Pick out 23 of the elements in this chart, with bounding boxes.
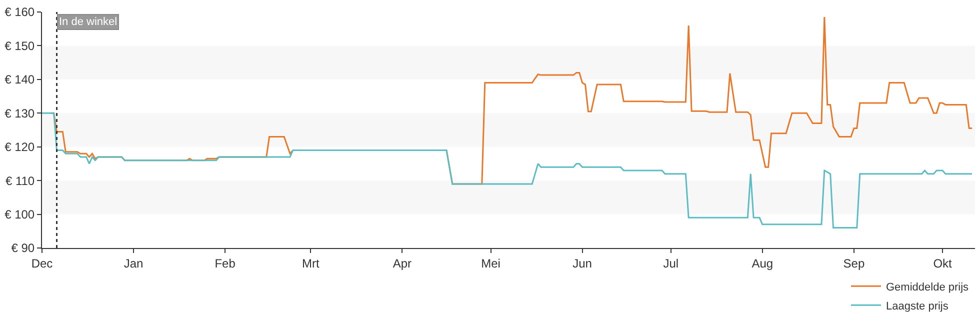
x-tick-label: Mei [481, 256, 500, 270]
x-tick-label: Dec [31, 256, 53, 270]
y-tick-label: € 130 [4, 106, 35, 120]
y-tick-label: € 100 [4, 207, 35, 222]
annotation: In de winkel [59, 16, 118, 28]
x-tick-label: Okt [933, 256, 953, 270]
x-tick-label: Apr [392, 256, 412, 270]
legend-label: Laagste prijs [886, 300, 949, 312]
y-tick-label: € 160 [4, 5, 35, 20]
y-tick-label: € 150 [4, 38, 35, 53]
x-tick-label: Aug [752, 256, 774, 270]
legend-label: Gemiddelde prijs [886, 281, 970, 294]
x-tick-label: Jan [124, 256, 144, 270]
y-tick-label: € 90 [11, 241, 35, 256]
x-tick-label: Mrt [302, 256, 320, 270]
line-series [42, 112, 973, 229]
x-tick-label: Jul [663, 256, 679, 270]
y-tick-label: € 140 [4, 72, 35, 87]
y-tick-label: € 120 [4, 140, 35, 154]
y-tick-label: € 110 [5, 174, 35, 188]
x-tick-label: Feb [214, 256, 236, 270]
x-tick-label: Jun [572, 256, 592, 270]
x-tick-label: Sep [843, 256, 865, 270]
